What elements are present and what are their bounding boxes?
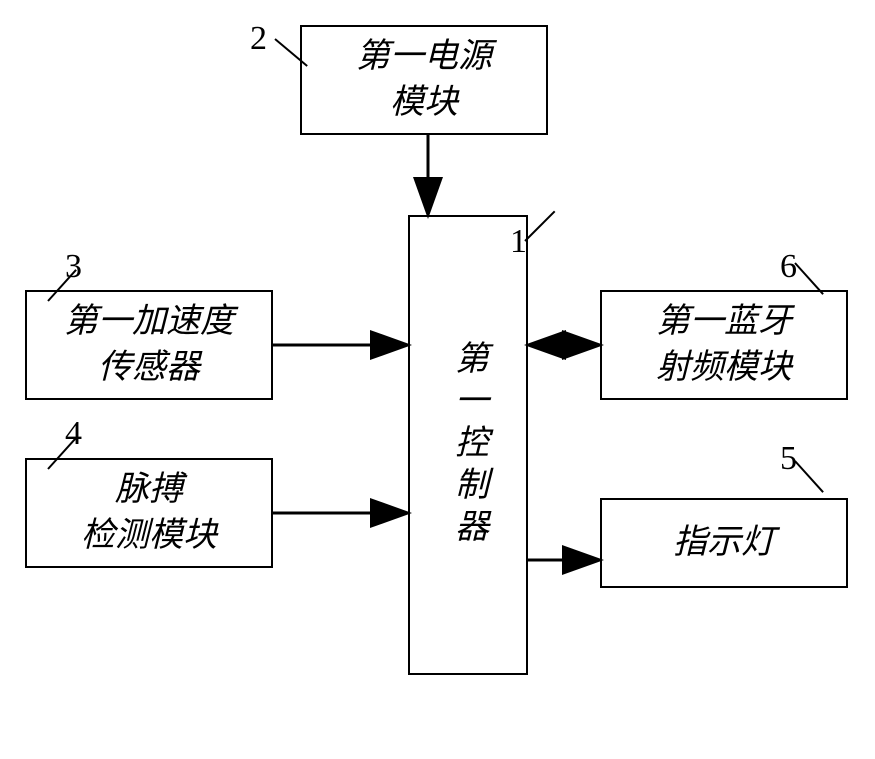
controller-num: 1 [510, 223, 527, 261]
pulse-label-l1: 脉搏 [115, 471, 183, 508]
accel-label: 第一加速度 传感器 [64, 299, 234, 391]
bluetooth-num: 6 [780, 248, 797, 286]
led-tick [794, 460, 824, 493]
power-num: 2 [250, 20, 267, 58]
accel-box: 第一加速度 传感器 [25, 290, 273, 400]
power-box: 第一电源 模块 [300, 25, 548, 135]
power-label-l2: 模块 [390, 84, 458, 121]
bluetooth-label-l1: 第一蓝牙 [656, 303, 792, 340]
led-box: 指示灯 [600, 498, 848, 588]
power-label-l1: 第一电源 [356, 38, 492, 75]
accel-label-l2: 传感器 [98, 349, 200, 386]
bluetooth-label-l2: 射频模块 [656, 349, 792, 386]
controller-label: 第一控制器 [444, 340, 493, 550]
bluetooth-label: 第一蓝牙 射频模块 [656, 299, 792, 391]
power-label: 第一电源 模块 [356, 34, 492, 126]
bluetooth-box: 第一蓝牙 射频模块 [600, 290, 848, 400]
controller-box: 第一控制器 [408, 215, 528, 675]
controller-tick [524, 211, 555, 242]
pulse-label: 脉搏 检测模块 [81, 467, 217, 559]
led-num: 5 [780, 440, 797, 478]
pulse-label-l2: 检测模块 [81, 517, 217, 554]
led-label: 指示灯 [673, 520, 775, 566]
pulse-box: 脉搏 检测模块 [25, 458, 273, 568]
accel-label-l1: 第一加速度 [64, 303, 234, 340]
